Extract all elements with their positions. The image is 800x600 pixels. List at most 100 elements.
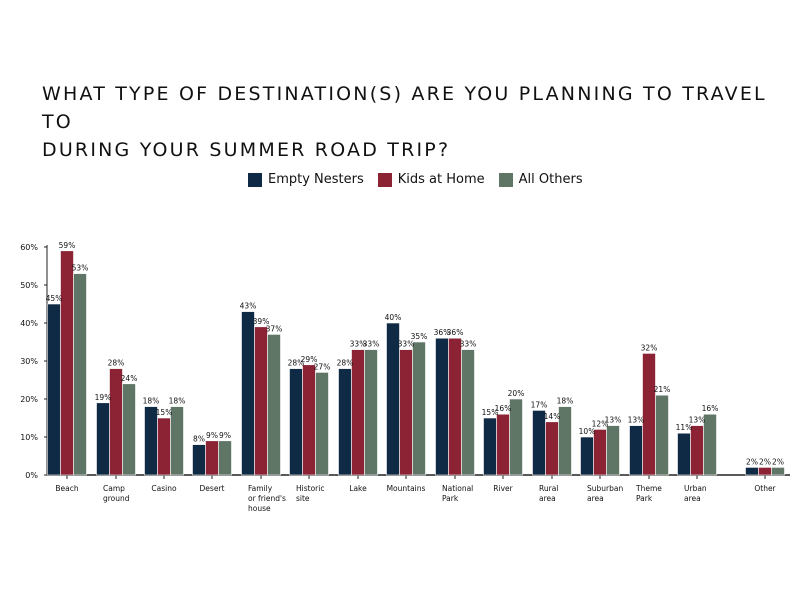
value-label: 13%: [605, 416, 622, 425]
category-label: Rural: [539, 484, 558, 493]
value-label: 43%: [240, 302, 257, 311]
value-label: 18%: [557, 397, 574, 406]
y-tick-label: 40%: [20, 319, 38, 328]
bar-kids-at-home: [593, 429, 607, 476]
category-label: house: [248, 504, 271, 513]
chart-title-line2: DURING YOUR SUMMER ROAD TRIP?: [42, 139, 451, 161]
value-label: 8%: [193, 435, 205, 444]
bar-all-others: [461, 349, 475, 476]
bar-empty-nesters: [96, 402, 110, 476]
value-label: 2%: [772, 457, 784, 466]
value-label: 28%: [108, 359, 125, 368]
legend-item-all-others: All Others: [498, 172, 583, 187]
value-label: 33%: [460, 340, 477, 349]
value-label: 27%: [314, 362, 331, 371]
bar-empty-nesters: [580, 436, 594, 476]
value-label: 39%: [253, 317, 270, 326]
bar-all-others: [315, 372, 329, 476]
legend-label-kids-at-home: Kids at Home: [397, 172, 485, 187]
bar-kids-at-home: [399, 349, 413, 476]
category-label: or friend's: [248, 494, 286, 503]
value-label: 17%: [531, 400, 548, 409]
category-label: Beach: [55, 484, 78, 493]
bar-kids-at-home: [351, 349, 365, 476]
y-tick-label: 20%: [20, 395, 38, 404]
category-label: Lake: [349, 484, 367, 493]
bar-all-others: [606, 425, 620, 476]
category-label: Camp: [103, 484, 125, 493]
value-label: 28%: [337, 359, 354, 368]
category-label: Other: [754, 484, 776, 493]
chart-legend: Empty Nesters Kids at Home All Others: [248, 172, 583, 187]
bar-kids-at-home: [109, 368, 123, 476]
bar-empty-nesters: [745, 467, 759, 476]
chart-bars: [47, 250, 785, 476]
legend-item-kids-at-home: Kids at Home: [377, 172, 485, 187]
value-label: 18%: [169, 397, 186, 406]
bar-kids-at-home: [758, 467, 772, 476]
bar-empty-nesters: [338, 368, 352, 476]
bar-empty-nesters: [241, 311, 255, 476]
bar-all-others: [558, 406, 572, 476]
bar-empty-nesters: [47, 303, 61, 476]
value-label: 29%: [301, 355, 318, 364]
category-label: Historic: [296, 484, 324, 493]
category-label: area: [539, 494, 556, 503]
bar-kids-at-home: [60, 250, 74, 476]
value-label: 14%: [544, 412, 561, 421]
category-label: Urban: [684, 484, 707, 493]
category-label: Park: [636, 494, 653, 503]
value-label: 2%: [746, 457, 758, 466]
value-label: 10%: [579, 427, 596, 436]
bar-kids-at-home: [448, 337, 462, 476]
bar-empty-nesters: [629, 425, 643, 476]
chart-title-line1: WHAT TYPE OF DESTINATION(S) ARE YOU PLAN…: [42, 83, 767, 133]
value-label: 40%: [385, 313, 402, 322]
category-label: National: [442, 484, 473, 493]
value-label: 16%: [495, 404, 512, 413]
category-label: Theme: [635, 484, 662, 493]
bar-kids-at-home: [496, 413, 510, 476]
value-label: 36%: [434, 328, 451, 337]
value-label: 33%: [363, 340, 380, 349]
legend-label-all-others: All Others: [518, 172, 583, 187]
bar-all-others: [655, 394, 669, 476]
bar-all-others: [73, 273, 87, 476]
value-label: 9%: [219, 431, 231, 440]
value-label: 19%: [95, 393, 112, 402]
value-label: 13%: [628, 416, 645, 425]
bar-all-others: [122, 383, 136, 476]
bar-all-others: [364, 349, 378, 476]
category-label: ground: [103, 494, 130, 503]
bar-kids-at-home: [254, 326, 268, 476]
value-label: 33%: [350, 340, 367, 349]
category-label: area: [684, 494, 701, 503]
chart-title: WHAT TYPE OF DESTINATION(S) ARE YOU PLAN…: [42, 80, 782, 164]
category-label: Casino: [151, 484, 177, 493]
category-label: Mountains: [387, 484, 426, 493]
bar-all-others: [509, 398, 523, 476]
category-label: River: [493, 484, 513, 493]
y-tick-label: 50%: [20, 281, 38, 290]
value-label: 20%: [508, 389, 525, 398]
value-label: 12%: [592, 419, 609, 428]
legend-swatch-empty-nesters: [248, 172, 262, 187]
y-tick-label: 30%: [20, 357, 38, 366]
y-tick-label: 10%: [20, 433, 38, 442]
y-tick-label: 60%: [20, 243, 38, 252]
value-label: 53%: [72, 264, 89, 273]
value-label: 36%: [447, 328, 464, 337]
bar-all-others: [218, 440, 232, 476]
value-label: 33%: [398, 340, 415, 349]
bar-all-others: [771, 467, 785, 476]
category-label: Park: [442, 494, 459, 503]
bar-all-others: [170, 406, 184, 476]
value-label: 24%: [121, 374, 138, 383]
value-label: 9%: [206, 431, 218, 440]
value-label: 59%: [59, 241, 76, 250]
value-label: 15%: [482, 408, 499, 417]
category-label: Suburban: [587, 484, 623, 493]
category-label: site: [296, 494, 310, 503]
bar-kids-at-home: [302, 364, 316, 476]
